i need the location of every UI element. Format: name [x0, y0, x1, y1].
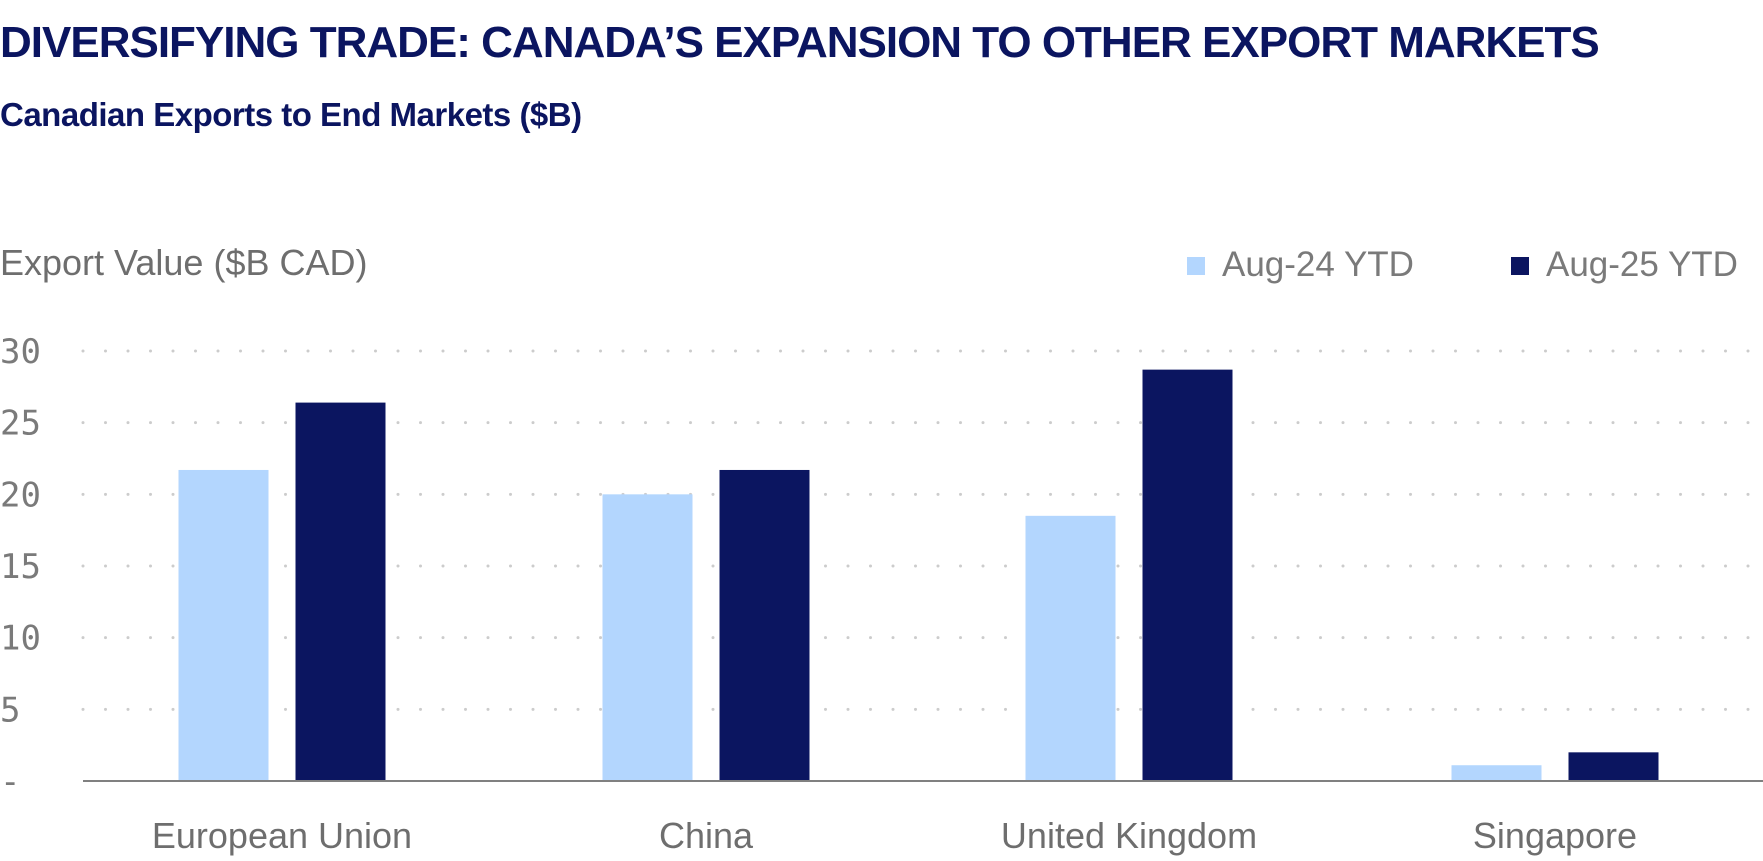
- legend-swatch-aug-25: [1511, 257, 1529, 275]
- bar-european-union-series-1: [178, 469, 269, 781]
- y-tick-label-20: 20: [0, 475, 41, 515]
- y-tick-label-30: 30: [0, 332, 41, 372]
- y-axis-ticks: - 5 10 15 20 25 30: [0, 332, 41, 802]
- bar-singapore-series-1: [1451, 765, 1542, 781]
- bar-united-kingdom-series-1: [1025, 515, 1116, 781]
- x-category-label: Singapore: [1473, 815, 1637, 856]
- x-category-label: United Kingdom: [1001, 815, 1257, 856]
- bars: [178, 369, 1659, 781]
- y-tick-label-25: 25: [0, 404, 41, 444]
- x-axis-categories: European Union China United Kingdom Singapo…: [152, 815, 1637, 856]
- bar-singapore-series-2: [1568, 752, 1659, 781]
- chart-subtitle: Canadian Exports to End Markets ($B): [0, 96, 582, 133]
- chart-title: DIVERSIFYING TRADE: CANADA’S EXPANSION T…: [0, 18, 1600, 67]
- bar-united-kingdom-series-2: [1142, 369, 1233, 781]
- y-tick-label-5: 5: [0, 690, 20, 730]
- legend-item-aug-24: Aug-24 YTD: [1187, 245, 1414, 284]
- x-category-label: European Union: [152, 815, 412, 856]
- y-axis-label: Export Value ($B CAD): [0, 242, 367, 283]
- y-tick-label-10: 10: [0, 619, 41, 659]
- legend-label-aug-25: Aug-25 YTD: [1546, 245, 1738, 284]
- y-tick-label-15: 15: [0, 547, 41, 587]
- bar-china-series-1: [602, 494, 693, 781]
- legend-swatch-aug-24: [1187, 257, 1205, 275]
- bar-china-series-2: [719, 469, 810, 781]
- legend: Aug-24 YTD Aug-25 YTD: [1187, 245, 1738, 284]
- legend-label-aug-24: Aug-24 YTD: [1222, 245, 1414, 284]
- legend-item-aug-25: Aug-25 YTD: [1511, 245, 1738, 284]
- x-category-label: China: [659, 815, 754, 856]
- bar-european-union-series-2: [295, 402, 386, 781]
- y-tick-label-0: -: [0, 762, 20, 802]
